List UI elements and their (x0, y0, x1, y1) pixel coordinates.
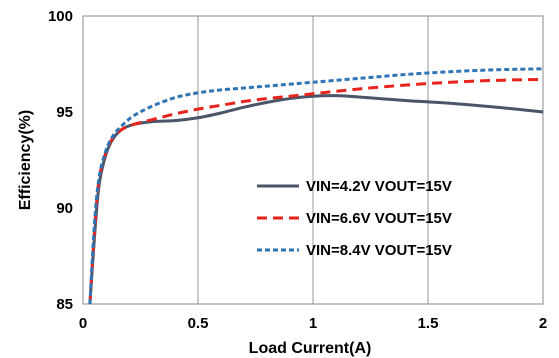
plot-frame (82, 15, 544, 305)
x-tick-label: 2 (539, 315, 547, 332)
x-tick-label: 0.5 (188, 315, 209, 332)
x-axis-ticks: 0 0.5 1 1.5 2 (79, 315, 547, 332)
series-line-3 (88, 67, 544, 305)
series-line-1 (88, 94, 544, 305)
legend-label-1: VIN=4.2V VOUT=15V (306, 178, 452, 195)
grid-lines (197, 16, 429, 304)
series-layer (88, 67, 544, 305)
y-tick-label: 90 (56, 200, 73, 217)
x-tick-label: 1.5 (418, 315, 439, 332)
legend-label-2: VIN=6.6V VOUT=15V (306, 210, 452, 227)
y-tick-label: 95 (56, 104, 73, 121)
y-axis-ticks: 85 90 95 100 (48, 8, 73, 313)
x-tick-label: 1 (309, 315, 317, 332)
x-axis-title: Load Current(A) (249, 340, 372, 357)
y-tick-label: 100 (48, 8, 73, 25)
x-tick-label: 0 (79, 315, 87, 332)
y-tick-label: 85 (56, 296, 73, 313)
y-axis-title: Efficiency(%) (17, 110, 34, 210)
legend-label-3: VIN=8.4V VOUT=15V (306, 242, 452, 259)
legend: VIN=4.2V VOUT=15V VIN=6.6V VOUT=15V VIN=8.… (257, 178, 452, 259)
